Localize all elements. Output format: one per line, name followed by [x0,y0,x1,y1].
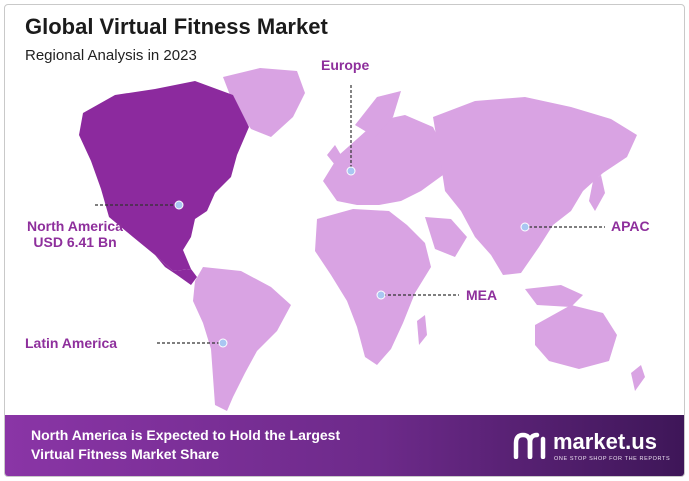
latin-america-marker [218,338,228,348]
africa-shape [315,209,431,365]
europe-label: Europe [321,57,370,73]
infographic-frame: Global Virtual Fitness Market Regional A… [4,4,685,477]
europe-shape [323,115,445,205]
japan-shape [589,175,605,211]
north-america-name: North America [27,218,123,234]
world-map [79,68,645,411]
europe-marker [346,166,356,176]
north-america-marker [174,200,184,210]
page-subtitle: Regional Analysis in 2023 [25,47,197,64]
north-america-shape [79,81,249,271]
greenland-shape [223,68,305,137]
north-america-label: North America USD 6.41 Bn [9,218,141,250]
brand-name: market.us [553,429,657,454]
latin-america-label: Latin America [25,335,118,351]
footer-banner: North America is Expected to Hold the La… [5,415,684,476]
apac-marker [520,222,530,232]
page-title: Global Virtual Fitness Market [25,14,328,39]
australia-shape [535,305,617,369]
latin-america-shape [193,267,291,411]
central-america-shape [155,255,197,285]
mea-label: MEA [466,287,498,303]
arabia-shape [425,217,467,257]
banner-text: North America is Expected to Hold the La… [31,426,340,464]
asia-shape [433,97,637,275]
market-us-logo-icon [513,432,546,459]
apac-label: APAC [611,218,650,234]
scandinavia-shape [355,91,401,137]
brand-tagline: ONE STOP SHOP FOR THE REPORTS [554,456,671,462]
madagascar-shape [417,315,427,345]
north-america-value: USD 6.41 Bn [33,234,117,250]
mea-marker [376,290,386,300]
banner-line-1: North America is Expected to Hold the La… [31,427,341,443]
uk-shape [327,145,341,165]
new-zealand-shape [631,365,645,391]
banner-line-2: Virtual Fitness Market Share [31,446,220,462]
southeast-asia-islands-shape [525,285,583,307]
